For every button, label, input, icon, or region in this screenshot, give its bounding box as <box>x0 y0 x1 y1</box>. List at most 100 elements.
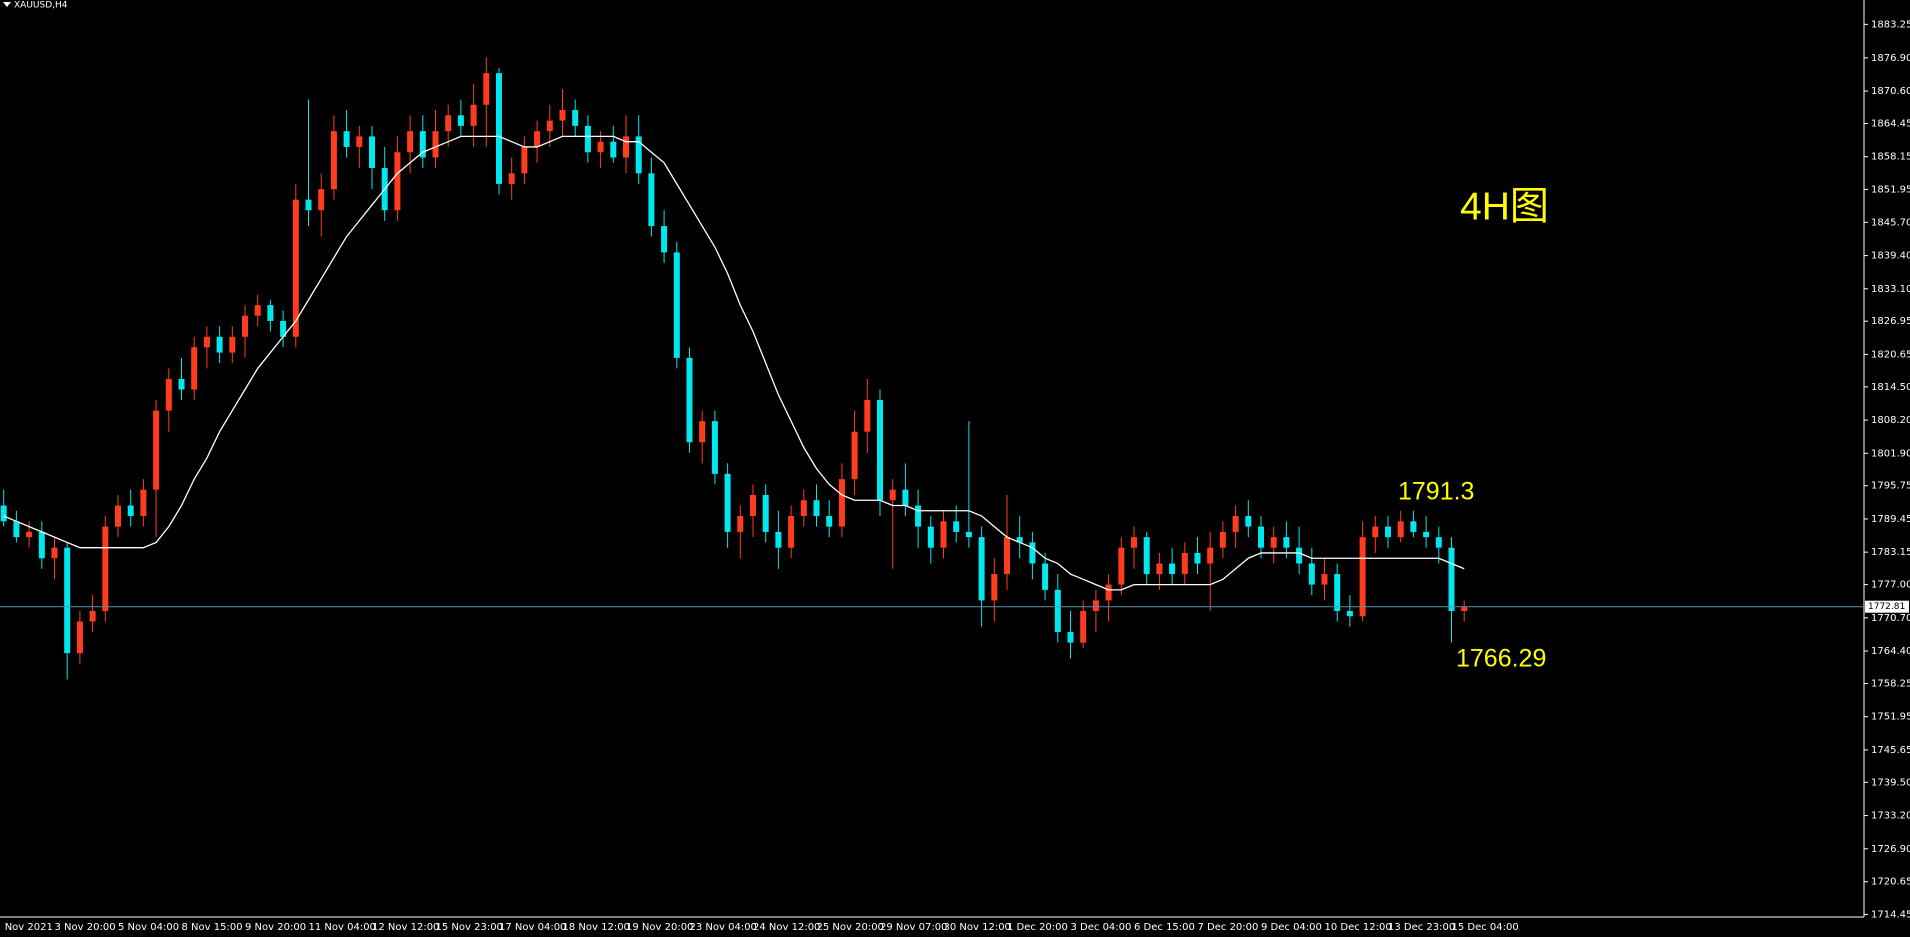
candle-body <box>165 378 172 411</box>
candle-body <box>1448 547 1455 611</box>
menu-triangle[interactable] <box>3 2 11 7</box>
candle-body <box>267 305 274 321</box>
candle-body <box>394 152 401 211</box>
y-tick-label: 1814.50 <box>1871 382 1910 393</box>
y-tick-label: 1726.90 <box>1871 844 1910 855</box>
x-tick-label: 8 Nov 15:00 <box>182 922 243 933</box>
candle-body <box>953 521 960 532</box>
y-tick-label: 1720.65 <box>1871 877 1910 888</box>
y-tick-label: 1820.65 <box>1871 349 1910 360</box>
x-tick-label: 19 Nov 20:00 <box>626 922 693 933</box>
candle-body <box>102 526 109 611</box>
candle-body <box>1092 600 1099 611</box>
candle-body <box>470 104 477 126</box>
candle-body <box>1385 526 1391 538</box>
candle-body <box>191 347 198 390</box>
candle-body <box>318 189 325 211</box>
candle-body <box>1118 547 1125 585</box>
candle-body <box>216 336 223 353</box>
x-tick-label: 7 Dec 20:00 <box>1198 922 1259 933</box>
candle-body <box>584 125 591 153</box>
candle-body <box>26 531 33 538</box>
candle-body <box>1296 547 1303 564</box>
candle-body <box>483 73 490 105</box>
y-tick-label: 1777.00 <box>1871 580 1910 591</box>
candle-body <box>1308 563 1315 585</box>
y-tick-label: 1733.20 <box>1871 811 1910 822</box>
candle-body <box>1397 521 1404 538</box>
y-tick-label: 1870.60 <box>1871 86 1910 97</box>
candle-body <box>686 357 693 443</box>
candle-body <box>140 489 147 517</box>
candle-body <box>1435 537 1442 548</box>
y-tick-label: 1845.70 <box>1871 217 1910 228</box>
candle-body <box>64 547 71 654</box>
y-tick-label: 1758.25 <box>1871 678 1910 689</box>
chart-title: XAUUSD,H4 <box>14 1 68 11</box>
y-tick-label: 1739.50 <box>1871 777 1910 788</box>
candle-body <box>1461 606 1468 611</box>
candle-body <box>1207 547 1214 564</box>
candle-body <box>1143 537 1150 575</box>
candle-body <box>762 494 769 532</box>
candle-body <box>1105 584 1112 601</box>
high-annotation: 1791.3 <box>1398 478 1474 506</box>
y-tick-label: 1864.45 <box>1871 118 1910 129</box>
candle-body <box>407 131 414 153</box>
x-tick-label: 30 Nov 12:00 <box>944 922 1011 933</box>
candle-body <box>242 315 248 337</box>
candle-body <box>991 574 998 601</box>
candle-body <box>965 531 972 538</box>
candle-body <box>343 131 350 147</box>
x-tick-label: Nov 2021 <box>5 922 53 933</box>
candle-body <box>89 610 96 622</box>
candle-body <box>508 173 515 184</box>
candle-body <box>13 521 20 538</box>
candle-body <box>1004 537 1010 575</box>
y-tick-label: 1858.15 <box>1871 152 1910 163</box>
y-tick-label: 1764.40 <box>1871 646 1910 657</box>
y-tick-label: 1826.95 <box>1871 316 1910 327</box>
candle-body <box>115 505 121 527</box>
low-annotation: 1766.29 <box>1456 645 1546 673</box>
candle-body <box>699 421 706 443</box>
candle-body <box>813 500 820 517</box>
candle-body <box>496 73 502 184</box>
x-tick-label: 11 Nov 04:00 <box>309 922 376 933</box>
candle-body <box>648 173 655 227</box>
candle-body <box>1067 632 1074 643</box>
candle-body <box>1156 563 1163 575</box>
candle-body <box>610 141 617 158</box>
candle-body <box>1245 516 1252 527</box>
candle-body <box>623 136 629 158</box>
candle-body <box>419 131 426 158</box>
candle-body <box>724 473 731 532</box>
candle-body <box>356 136 363 147</box>
candle-body <box>915 505 922 527</box>
candle-body <box>229 336 236 353</box>
y-tick-label: 1795.75 <box>1871 481 1910 492</box>
x-tick-label: 9 Nov 20:00 <box>245 922 306 933</box>
candle-body <box>1080 610 1087 643</box>
candle-body <box>597 141 604 153</box>
candle-body <box>1016 537 1023 543</box>
candle-body <box>1346 610 1353 617</box>
candle-body <box>1219 531 1226 548</box>
candle-body <box>1232 516 1239 532</box>
candle-body <box>978 537 985 601</box>
candle-body <box>788 516 795 548</box>
x-tick-label: 6 Dec 15:00 <box>1134 922 1195 933</box>
y-tick-label: 1789.45 <box>1871 514 1910 525</box>
candle-body <box>711 421 718 474</box>
candle-body <box>559 110 566 121</box>
candle-body <box>940 521 947 548</box>
candle-body <box>1321 574 1328 585</box>
x-tick-label: 18 Nov 12:00 <box>563 922 630 933</box>
candle-body <box>1258 526 1264 548</box>
candle-body <box>432 131 439 158</box>
y-tick-label: 1751.95 <box>1871 712 1910 723</box>
candle-body <box>305 199 312 211</box>
x-tick-label: 15 Dec 04:00 <box>1452 922 1519 933</box>
candle-body <box>673 252 680 358</box>
